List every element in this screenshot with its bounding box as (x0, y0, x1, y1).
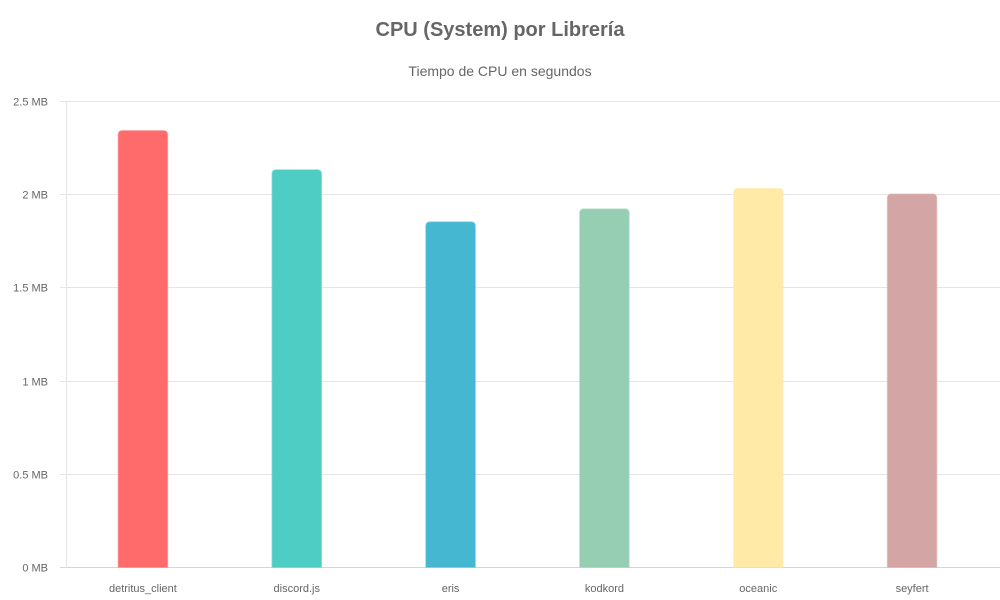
bar-discord-js[interactable] (271, 169, 322, 568)
x-tick-label: eris (442, 583, 460, 595)
bar-seyfert[interactable] (886, 193, 938, 568)
chart-subtitle: Tiempo de CPU en segundos (408, 63, 592, 79)
bar-oceanic[interactable] (733, 187, 784, 568)
grid-lines (60, 101, 1000, 568)
x-tick-label: seyfert (896, 583, 929, 595)
x-tick-label: oceanic (739, 583, 777, 595)
y-tick-label: 1.5 MB (13, 283, 48, 295)
chart-title: CPU (System) por Librería (375, 19, 625, 41)
y-tick-label: 2 MB (22, 190, 48, 202)
bar-eris[interactable] (425, 221, 476, 568)
y-tick-label: 1 MB (22, 377, 48, 389)
x-tick-label: kodkord (585, 583, 624, 595)
bars (117, 130, 938, 568)
x-tick-label: discord.js (274, 583, 321, 595)
x-tick-label: detritus_client (109, 583, 177, 595)
y-tick-label: 0.5 MB (13, 470, 48, 482)
bar-detritus-client[interactable] (117, 130, 169, 568)
y-tick-label: 0 MB (22, 563, 48, 575)
y-axis-ticks: 0 MB 0.5 MB 1 MB 1.5 MB 2 MB 2.5 MB (13, 97, 48, 575)
bar-kodkord[interactable] (579, 208, 630, 568)
x-axis-ticks: detritus_client discord.js eris kodkord ocea… (109, 583, 929, 595)
y-tick-label: 2.5 MB (13, 97, 48, 109)
